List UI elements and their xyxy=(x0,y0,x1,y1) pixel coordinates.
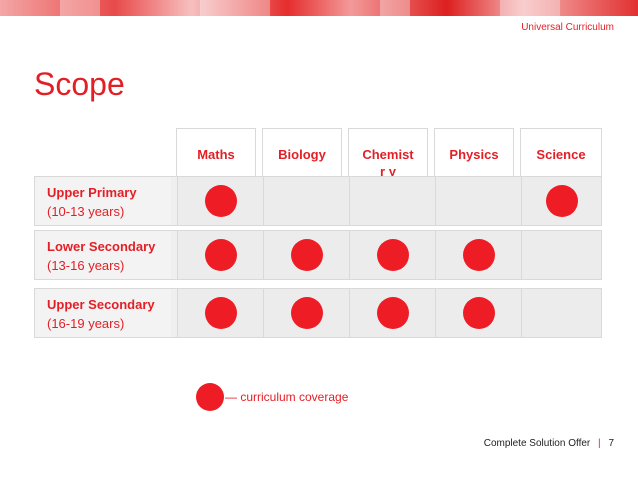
table-row: Upper Secondary (16-19 years) xyxy=(34,288,602,338)
column-header-chemistry: Chemistr y xyxy=(348,128,428,179)
row-label: Upper Secondary (16-19 years) xyxy=(35,289,171,337)
coverage-dot-icon xyxy=(204,239,237,271)
page-number: 7 xyxy=(608,438,614,449)
legend-text: — curriculum coverage xyxy=(225,390,349,404)
column-header-biology: Biology xyxy=(262,128,342,176)
column-header-chemistry-label: Chemistr y xyxy=(362,147,414,179)
banner-streak xyxy=(500,0,560,16)
coverage-dot-icon xyxy=(545,185,578,217)
coverage-cell xyxy=(435,289,521,337)
coverage-dot-icon xyxy=(462,297,495,329)
coverage-dot-icon xyxy=(376,239,409,271)
coverage-dot-icon xyxy=(204,185,237,217)
coverage-dot-icon xyxy=(290,239,323,271)
row-label: Lower Secondary (13-16 years) xyxy=(35,231,171,279)
coverage-cell xyxy=(521,177,601,225)
coverage-dot-icon xyxy=(290,297,323,329)
footer-separator: | xyxy=(598,438,601,449)
coverage-cell xyxy=(521,289,601,337)
coverage-dot-icon xyxy=(376,297,409,329)
coverage-cell xyxy=(177,231,263,279)
column-header-physics: Physics xyxy=(434,128,514,176)
coverage-dot-icon xyxy=(204,297,237,329)
brand-label: Universal Curriculum xyxy=(521,22,614,33)
row-age: (13-16 years) xyxy=(47,258,125,273)
row-age: (10-13 years) xyxy=(47,204,125,219)
coverage-dot-icon xyxy=(462,239,495,271)
row-level: Upper Secondary xyxy=(47,297,155,312)
coverage-cell xyxy=(349,289,435,337)
coverage-cell xyxy=(263,231,349,279)
coverage-cell xyxy=(435,177,521,225)
row-level: Lower Secondary xyxy=(47,239,156,254)
row-age: (16-19 years) xyxy=(47,316,125,331)
row-level: Upper Primary xyxy=(47,185,137,200)
table-row: Upper Primary (10-13 years) xyxy=(34,176,602,226)
coverage-cell xyxy=(177,289,263,337)
scope-matrix: Maths Biology Chemistr y Physics Science… xyxy=(34,128,602,340)
coverage-cell xyxy=(349,177,435,225)
coverage-cell xyxy=(177,177,263,225)
footer-label: Complete Solution Offer xyxy=(483,438,591,449)
top-banner xyxy=(0,0,638,16)
coverage-cell xyxy=(263,289,349,337)
legend-dot-icon xyxy=(196,383,224,411)
banner-streak xyxy=(380,0,410,16)
page-title: Scope xyxy=(34,66,125,102)
banner-streak xyxy=(60,0,100,16)
coverage-cell xyxy=(263,177,349,225)
footer: Complete Solution Offer | 7 xyxy=(484,438,614,449)
row-label: Upper Primary (10-13 years) xyxy=(35,177,171,225)
coverage-cell xyxy=(435,231,521,279)
column-header-science: Science xyxy=(520,128,602,176)
coverage-cell xyxy=(521,231,601,279)
table-row: Lower Secondary (13-16 years) xyxy=(34,230,602,280)
column-header-maths: Maths xyxy=(176,128,256,176)
banner-streak xyxy=(200,0,270,16)
coverage-cell xyxy=(349,231,435,279)
